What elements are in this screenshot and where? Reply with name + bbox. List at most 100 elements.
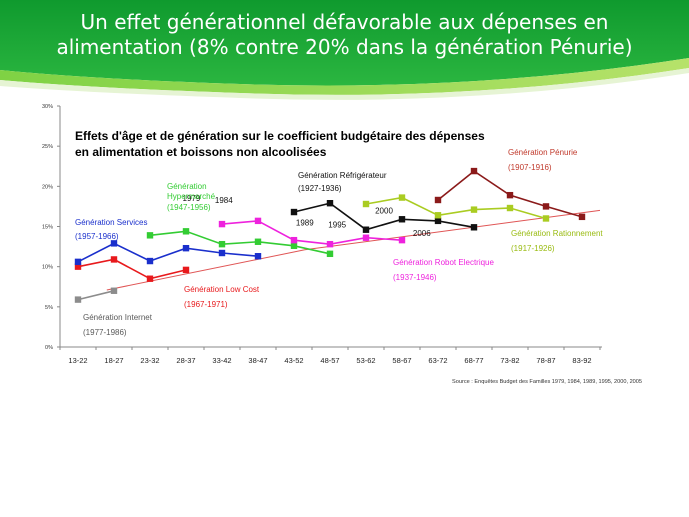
x-tick-label: 18-27 (104, 356, 123, 365)
trend-line (106, 209, 601, 291)
y-tick-label: 5% (45, 305, 53, 311)
data-point (74, 296, 82, 303)
data-point (434, 217, 442, 225)
slide-title-line2: alimentation (8% contre 20% dans la géné… (56, 35, 633, 59)
label-generation-robot-electrique: Génération Robot Electrique (1937-1946) (393, 258, 494, 283)
chart-title-line1: Effets d'âge et de génération sur le coe… (75, 129, 485, 143)
label-generation-hypermarche-line2: Hypermarché (167, 192, 216, 201)
data-point (362, 226, 370, 233)
data-point (470, 206, 478, 213)
data-point (218, 220, 226, 228)
survey-year-label: 2000 (375, 207, 393, 216)
x-tick-label: 38-47 (248, 356, 267, 365)
data-point (542, 215, 550, 222)
data-point (290, 242, 298, 249)
data-point (506, 191, 514, 199)
survey-year-label: 1989 (296, 219, 314, 228)
x-tick-label: 68-77 (464, 356, 483, 365)
data-point (398, 236, 406, 244)
data-point (218, 249, 226, 257)
series-line (77, 258, 187, 280)
x-tick-label: 43-52 (284, 356, 303, 365)
y-tick-label: 15% (42, 225, 53, 231)
label-generation-internet-years: (1977-1986) (83, 328, 127, 337)
data-point (218, 240, 226, 248)
data-point (434, 212, 442, 219)
label-generation-rationnement-years: (1917-1926) (511, 244, 555, 253)
label-generation-low-cost-years: (1967-1971) (184, 300, 228, 309)
data-point (578, 213, 586, 221)
data-point (110, 240, 118, 247)
slide-title-line1: Un effet générationnel défavorable aux d… (80, 10, 609, 34)
label-generation-penurie-name: Génération Pénurie (508, 148, 578, 157)
series-line (365, 196, 547, 220)
data-point (146, 275, 154, 282)
label-generation-rationnement: Génération Rationnement (1917-1926) (511, 229, 603, 254)
data-point (254, 253, 262, 260)
label-generation-refrigerateur: Génération Réfrigérateur (1927-1936) (298, 171, 387, 194)
data-point (362, 234, 370, 241)
data-point (434, 196, 442, 204)
survey-year-label: 1995 (328, 220, 346, 229)
x-tick-label: 28-37 (176, 356, 195, 365)
survey-year-label: 2006 (413, 229, 431, 238)
label-generation-services: Génération Services (1957-1966) (75, 218, 147, 242)
x-tick-label: 33-42 (212, 356, 231, 365)
label-generation-penurie: Génération Pénurie (1907-1916) (508, 148, 577, 173)
label-generation-robot-electrique-years: (1937-1946) (393, 273, 437, 282)
data-point (146, 232, 154, 239)
data-point (362, 200, 370, 208)
series-line (77, 290, 115, 301)
label-generation-refrigerateur-years: (1927-1936) (298, 184, 342, 193)
label-generation-penurie-years: (1907-1916) (508, 163, 552, 172)
y-tick-label: 25% (42, 144, 53, 150)
label-generation-hypermarche: Génération Hypermarché (1947-1956) (167, 182, 215, 213)
y-tick-label: 30% (42, 104, 53, 110)
y-tick-label: 20% (42, 184, 53, 190)
label-generation-low-cost-name: Génération Low Cost (184, 285, 260, 294)
data-point (470, 167, 478, 175)
data-point (326, 200, 334, 207)
x-tick-label: 53-62 (356, 356, 375, 365)
chart-source-note: Source : Enquêtes Budget des Familles 19… (452, 379, 643, 385)
data-point (146, 257, 154, 265)
data-point (326, 250, 334, 258)
x-tick-label: 48-57 (320, 356, 339, 365)
label-generation-low-cost: Génération Low Cost (1967-1971) (184, 285, 259, 310)
banner-background (0, 0, 689, 100)
data-point (110, 256, 118, 263)
data-point (74, 258, 82, 266)
label-generation-rationnement-name: Génération Rationnement (511, 229, 603, 238)
data-point (182, 244, 190, 252)
chart-title: Effets d'âge et de génération sur le coe… (75, 128, 495, 160)
x-tick-label: 83-92 (572, 356, 591, 365)
y-tick-label: 10% (42, 265, 53, 271)
label-generation-services-years: (1957-1966) (75, 232, 119, 241)
data-point (254, 238, 262, 245)
y-tick-label: 0% (45, 345, 53, 351)
series-line (221, 220, 403, 246)
data-point (470, 224, 478, 231)
data-point (254, 217, 262, 225)
x-tick-label: 78-87 (536, 356, 555, 365)
data-point (182, 228, 190, 235)
label-generation-internet: Génération Internet (1977-1986) (83, 313, 152, 338)
label-generation-robot-electrique-name: Génération Robot Electrique (393, 258, 494, 267)
series-line (77, 242, 259, 263)
data-point (290, 208, 298, 216)
label-generation-hypermarche-years: (1947-1956) (167, 203, 211, 212)
x-tick-label: 63-72 (428, 356, 447, 365)
data-point (74, 263, 82, 270)
data-point (182, 266, 190, 274)
survey-year-label: 1984 (215, 196, 233, 205)
data-point (110, 287, 118, 294)
title-banner (0, 0, 689, 110)
survey-year-label: 1979 (183, 194, 201, 203)
series-line (149, 230, 331, 255)
data-point (326, 240, 334, 248)
data-point (398, 216, 406, 223)
label-generation-refrigerateur-name: Génération Réfrigérateur (298, 171, 387, 180)
x-tick-label: 13-22 (68, 356, 87, 365)
label-generation-internet-name: Génération Internet (83, 313, 152, 322)
